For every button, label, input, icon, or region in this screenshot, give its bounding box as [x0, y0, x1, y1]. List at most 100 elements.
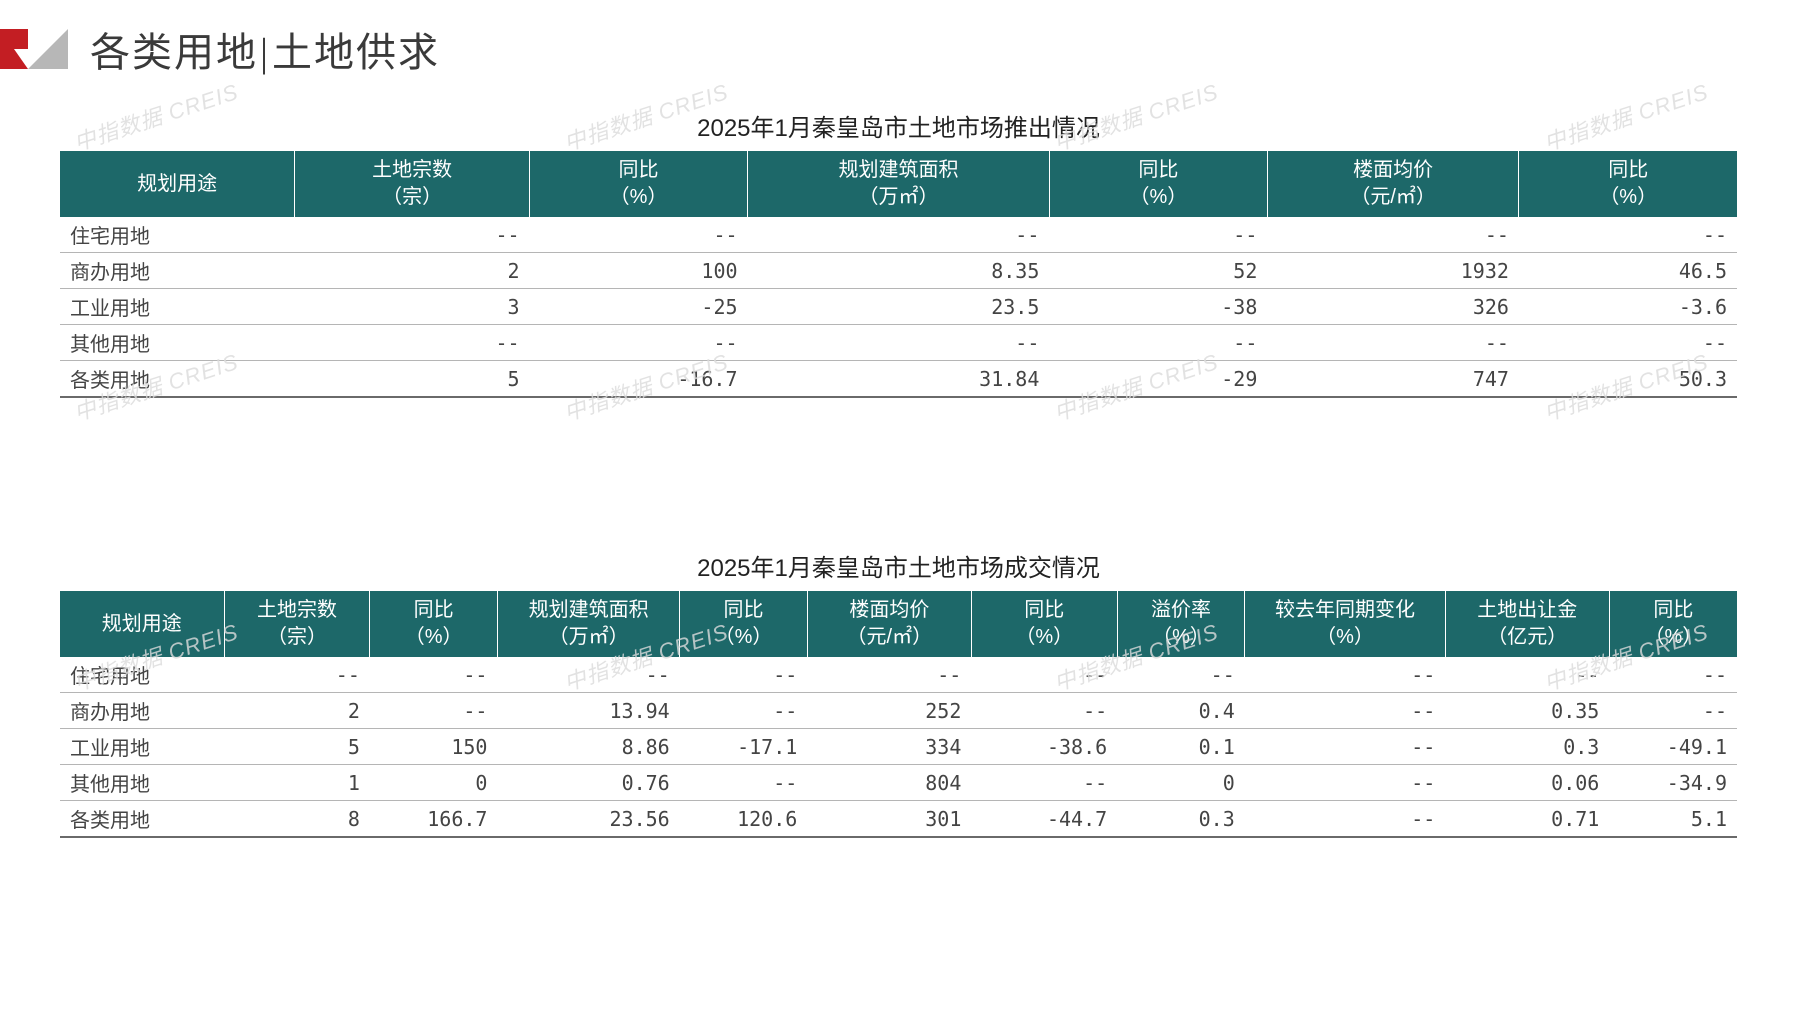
cell-value: 0.35	[1445, 693, 1609, 729]
cell-value: --	[1609, 657, 1737, 693]
table-row: 住宅用地--------------------	[60, 657, 1737, 693]
cell-value: 8.86	[497, 729, 679, 765]
cell-value: --	[1445, 657, 1609, 693]
column-header: 同比（%）	[370, 591, 498, 657]
table-row: 各类用地8166.723.56120.6301-44.70.3--0.715.1	[60, 801, 1737, 838]
cell-value: 5	[224, 729, 370, 765]
cell-value: --	[971, 765, 1117, 801]
column-header: 同比（%）	[1519, 151, 1737, 217]
cell-value: 0.76	[497, 765, 679, 801]
table2-header-row: 规划用途土地宗数（宗）同比（%）规划建筑面积（万㎡）同比（%）楼面均价（元/㎡）…	[60, 591, 1737, 657]
cell-value: -29	[1049, 361, 1267, 398]
cell-value: -16.7	[530, 361, 748, 398]
cell-value: --	[1245, 657, 1446, 693]
table-row: 商办用地2--13.94--252--0.4--0.35--	[60, 693, 1737, 729]
column-header: 规划用途	[60, 151, 295, 217]
logo-icon	[0, 29, 80, 69]
cell-value: 100	[530, 253, 748, 289]
cell-value: --	[1117, 657, 1245, 693]
cell-value: -44.7	[971, 801, 1117, 838]
row-label: 住宅用地	[60, 657, 224, 693]
cell-value: 46.5	[1519, 253, 1737, 289]
column-header: 规划用途	[60, 591, 224, 657]
row-label: 各类用地	[60, 801, 224, 838]
cell-value: 23.5	[748, 289, 1050, 325]
cell-value: --	[807, 657, 971, 693]
cell-value: -38	[1049, 289, 1267, 325]
table1-header-row: 规划用途土地宗数（宗）同比（%）规划建筑面积（万㎡）同比（%）楼面均价（元/㎡）…	[60, 151, 1737, 217]
cell-value: 8.35	[748, 253, 1050, 289]
column-header: 规划建筑面积（万㎡）	[497, 591, 679, 657]
cell-value: --	[1049, 217, 1267, 253]
table1-title: 2025年1月秦皇岛市土地市场推出情况	[60, 108, 1737, 143]
table-row: 其他用地------------	[60, 325, 1737, 361]
cell-value: --	[295, 325, 530, 361]
cell-value: 5	[295, 361, 530, 398]
cell-value: 0	[370, 765, 498, 801]
cell-value: --	[1245, 765, 1446, 801]
cell-value: --	[1609, 693, 1737, 729]
cell-value: -3.6	[1519, 289, 1737, 325]
cell-value: 252	[807, 693, 971, 729]
cell-value: 334	[807, 729, 971, 765]
cell-value: --	[530, 325, 748, 361]
table-row: 工业用地3-2523.5-38326-3.6	[60, 289, 1737, 325]
row-label: 其他用地	[60, 325, 295, 361]
cell-value: --	[1267, 325, 1519, 361]
cell-value: --	[748, 325, 1050, 361]
column-header: 土地宗数（宗）	[224, 591, 370, 657]
cell-value: --	[680, 693, 808, 729]
table2-title: 2025年1月秦皇岛市土地市场成交情况	[60, 548, 1737, 583]
cell-value: 5.1	[1609, 801, 1737, 838]
cell-value: 0.1	[1117, 729, 1245, 765]
page-header: 各类用地|土地供求	[0, 0, 1797, 78]
cell-value: 301	[807, 801, 971, 838]
cell-value: --	[497, 657, 679, 693]
column-header: 较去年同期变化（%）	[1245, 591, 1446, 657]
cell-value: --	[1049, 325, 1267, 361]
cell-value: 0.4	[1117, 693, 1245, 729]
title-left: 各类用地	[90, 30, 258, 75]
column-header: 同比（%）	[1609, 591, 1737, 657]
cell-value: 166.7	[370, 801, 498, 838]
cell-value: -49.1	[1609, 729, 1737, 765]
cell-value: 150	[370, 729, 498, 765]
cell-value: 23.56	[497, 801, 679, 838]
column-header: 土地宗数（宗）	[295, 151, 530, 217]
row-label: 各类用地	[60, 361, 295, 398]
cell-value: 50.3	[1519, 361, 1737, 398]
cell-value: 1932	[1267, 253, 1519, 289]
row-label: 工业用地	[60, 729, 224, 765]
cell-value: -38.6	[971, 729, 1117, 765]
cell-value: --	[1245, 729, 1446, 765]
row-label: 其他用地	[60, 765, 224, 801]
table-row: 商办用地21008.3552193246.5	[60, 253, 1737, 289]
table-row: 各类用地5-16.731.84-2974750.3	[60, 361, 1737, 398]
column-header: 规划建筑面积（万㎡）	[748, 151, 1050, 217]
table-row: 工业用地51508.86-17.1334-38.60.1--0.3-49.1	[60, 729, 1737, 765]
cell-value: --	[1519, 325, 1737, 361]
column-header: 楼面均价（元/㎡）	[807, 591, 971, 657]
cell-value: 120.6	[680, 801, 808, 838]
page-title: 各类用地|土地供求	[90, 20, 440, 78]
cell-value: 2	[295, 253, 530, 289]
cell-value: 0.71	[1445, 801, 1609, 838]
row-label: 商办用地	[60, 693, 224, 729]
column-header: 溢价率（%）	[1117, 591, 1245, 657]
cell-value: 8	[224, 801, 370, 838]
column-header: 同比（%）	[971, 591, 1117, 657]
cell-value: --	[1245, 801, 1446, 838]
cell-value: 747	[1267, 361, 1519, 398]
cell-value: 0.3	[1445, 729, 1609, 765]
cell-value: --	[295, 217, 530, 253]
column-header: 土地出让金（亿元）	[1445, 591, 1609, 657]
cell-value: 3	[295, 289, 530, 325]
column-header: 同比（%）	[680, 591, 808, 657]
cell-value: -25	[530, 289, 748, 325]
content-area: 2025年1月秦皇岛市土地市场推出情况 规划用途土地宗数（宗）同比（%）规划建筑…	[0, 78, 1797, 838]
cell-value: 1	[224, 765, 370, 801]
row-label: 工业用地	[60, 289, 295, 325]
cell-value: --	[370, 657, 498, 693]
column-header: 同比（%）	[1049, 151, 1267, 217]
column-header: 同比（%）	[530, 151, 748, 217]
